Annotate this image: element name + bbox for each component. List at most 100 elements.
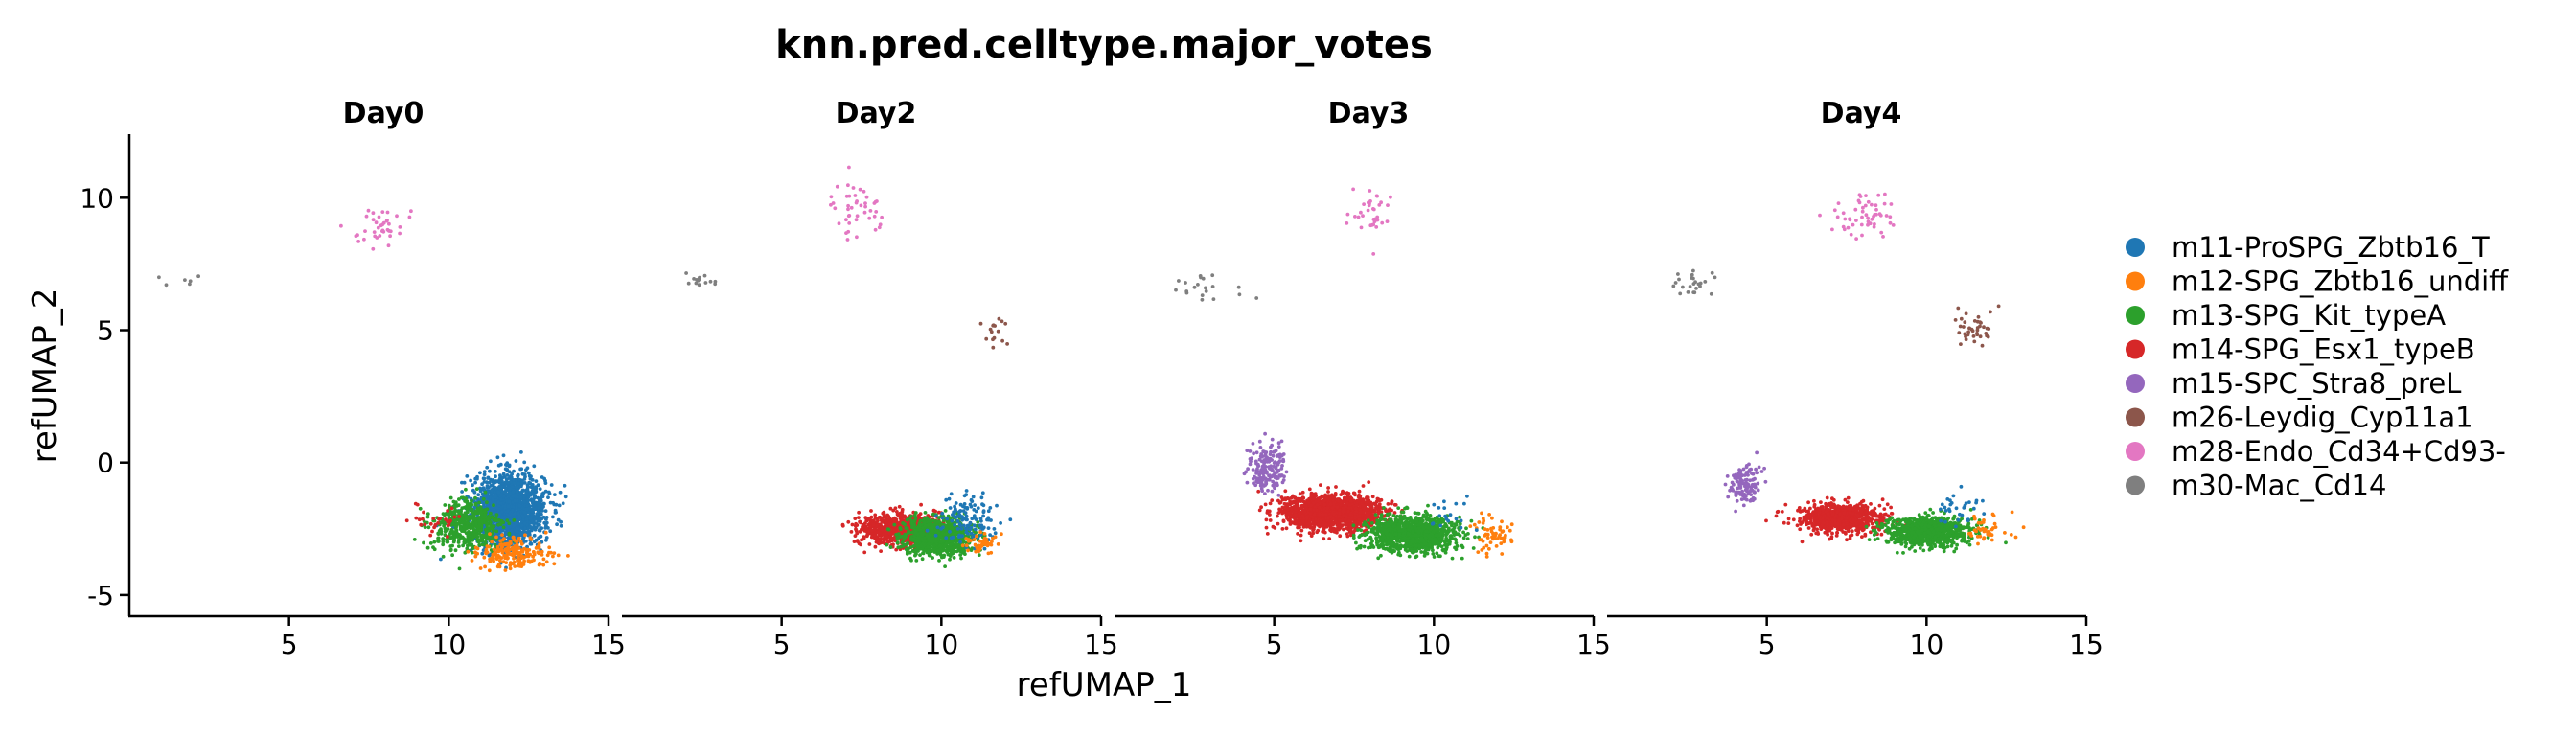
point xyxy=(899,535,904,539)
point xyxy=(532,495,537,500)
point xyxy=(885,515,889,519)
point xyxy=(964,493,969,496)
point xyxy=(988,506,993,510)
point xyxy=(512,518,517,522)
point xyxy=(537,563,541,567)
point xyxy=(913,517,918,521)
point xyxy=(941,525,945,530)
y-tick-label: -5 xyxy=(87,580,114,611)
point xyxy=(552,551,557,555)
point xyxy=(829,195,834,199)
point xyxy=(868,524,872,529)
point xyxy=(504,561,509,564)
point xyxy=(858,187,862,192)
point xyxy=(510,472,514,476)
point xyxy=(523,526,527,530)
point xyxy=(549,483,554,487)
y-axis-label: refUMAP_2 xyxy=(26,288,64,464)
point xyxy=(522,481,527,485)
point xyxy=(933,533,938,538)
point xyxy=(959,556,963,561)
point xyxy=(922,539,926,543)
point xyxy=(441,554,446,559)
point xyxy=(855,214,860,218)
point xyxy=(506,480,510,485)
point xyxy=(471,525,474,529)
point xyxy=(937,516,941,520)
point xyxy=(1005,342,1009,346)
point xyxy=(517,482,520,486)
point xyxy=(539,534,543,539)
point xyxy=(855,235,859,240)
point xyxy=(492,547,496,552)
point xyxy=(540,494,545,499)
point xyxy=(460,490,464,494)
point xyxy=(485,465,490,470)
point xyxy=(708,279,713,284)
point xyxy=(837,221,841,226)
x-tick-label: 5 xyxy=(281,629,298,660)
point xyxy=(885,523,888,527)
point xyxy=(538,518,542,521)
point xyxy=(531,492,536,495)
point xyxy=(850,522,855,527)
point xyxy=(964,543,969,548)
point xyxy=(528,475,533,480)
point xyxy=(846,214,851,218)
point xyxy=(938,543,943,548)
point xyxy=(477,516,482,519)
point xyxy=(1283,489,1288,494)
point xyxy=(433,522,438,527)
point xyxy=(460,535,465,540)
facet-title: Day3 xyxy=(1328,97,1410,130)
point xyxy=(529,541,534,546)
point xyxy=(954,516,958,519)
point xyxy=(865,533,869,538)
chart-title: knn.pred.celltype.major_votes xyxy=(775,23,1433,67)
point xyxy=(441,537,446,540)
point xyxy=(556,553,561,558)
point xyxy=(477,500,481,505)
point xyxy=(488,532,492,537)
point xyxy=(887,522,892,526)
point xyxy=(965,523,970,528)
point xyxy=(444,518,448,521)
point xyxy=(526,498,530,503)
point xyxy=(516,511,520,516)
point xyxy=(1265,532,1270,536)
point xyxy=(844,218,848,222)
point xyxy=(536,523,540,527)
point xyxy=(504,477,509,481)
point xyxy=(485,500,489,505)
point xyxy=(879,522,883,527)
point xyxy=(879,549,883,553)
point xyxy=(992,527,997,531)
point xyxy=(487,480,492,485)
point xyxy=(898,526,903,530)
point xyxy=(917,514,921,518)
point xyxy=(977,553,981,557)
point xyxy=(505,473,510,477)
point xyxy=(563,483,567,488)
point xyxy=(465,499,470,503)
point xyxy=(846,207,850,212)
point xyxy=(426,512,430,517)
point xyxy=(363,229,367,234)
point xyxy=(900,512,904,517)
point xyxy=(494,529,499,534)
point xyxy=(437,517,441,521)
point xyxy=(951,541,954,546)
point xyxy=(398,231,402,236)
point xyxy=(473,476,478,481)
point xyxy=(439,557,443,562)
point xyxy=(380,210,385,215)
point xyxy=(853,534,858,538)
point xyxy=(948,529,952,534)
point xyxy=(851,186,856,190)
point xyxy=(854,218,859,222)
point xyxy=(480,500,485,505)
point xyxy=(422,510,426,515)
point xyxy=(703,281,708,285)
point xyxy=(480,518,484,522)
